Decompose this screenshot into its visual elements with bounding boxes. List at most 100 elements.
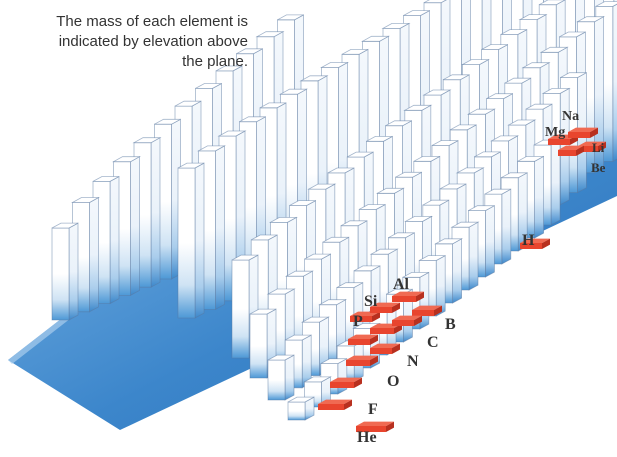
column-side-face: [150, 137, 161, 288]
column-top-face: [266, 288, 296, 295]
column-top-face: [450, 124, 477, 131]
column-top-face: [423, 0, 447, 4]
column-top-face: [517, 155, 544, 162]
highlighted-element-tile: [318, 399, 352, 410]
column-top-face: [319, 62, 350, 68]
column-top-face: [300, 316, 330, 323]
column-top-face: [353, 265, 381, 272]
tile-top-face: [392, 291, 424, 296]
column-top-face: [431, 140, 459, 146]
tile-front-face: [568, 132, 590, 138]
tile-side-face: [392, 343, 400, 354]
label-n: N: [407, 353, 419, 370]
column-top-face: [501, 172, 528, 179]
tile-side-face: [392, 302, 400, 313]
column-top-face: [267, 354, 295, 361]
tile-side-face: [434, 305, 442, 316]
column-top-face: [525, 103, 553, 110]
column-side-face: [501, 188, 512, 265]
column-front-face: [231, 259, 250, 359]
tile-top-face: [578, 141, 606, 146]
tile-side-face: [386, 421, 394, 432]
column-top-face: [215, 65, 243, 72]
column-top-face: [369, 248, 399, 255]
column-side-face: [468, 221, 479, 291]
column-top-face: [403, 104, 433, 111]
tile-side-face: [372, 311, 380, 322]
tile-front-face: [356, 426, 386, 432]
column-top-face: [360, 35, 391, 42]
tile-side-face: [344, 399, 352, 410]
column-side-face: [337, 358, 348, 395]
highlighted-element-tile: [392, 291, 424, 302]
tile-front-face: [370, 348, 392, 354]
element-column: [267, 354, 295, 401]
column-top-face: [318, 299, 348, 306]
tile-top-face: [318, 399, 352, 404]
column-top-face: [375, 187, 405, 194]
column-top-face: [381, 22, 411, 29]
column-top-face: [336, 282, 363, 289]
column-top-face: [402, 271, 429, 278]
highlighted-element-tile: [392, 315, 422, 326]
column-top-face: [466, 108, 496, 115]
column-top-face: [251, 234, 278, 241]
tile-top-face: [370, 302, 400, 307]
column-front-face: [267, 359, 286, 401]
column-top-face: [439, 183, 467, 190]
column-top-face: [539, 46, 569, 53]
column-top-face: [500, 29, 527, 35]
column-top-face: [287, 396, 315, 403]
column-top-face: [388, 232, 415, 239]
column-side-face: [534, 155, 544, 239]
tile-side-face: [542, 238, 550, 249]
column-top-face: [486, 93, 513, 99]
tile-side-face: [416, 291, 424, 302]
column-top-face: [278, 88, 309, 95]
column-side-face: [89, 196, 99, 313]
column-top-face: [302, 376, 332, 383]
highlighted-element-tile: [330, 377, 362, 388]
column-top-face: [504, 77, 531, 84]
tile-side-face: [370, 355, 378, 366]
column-top-face: [484, 188, 511, 195]
column-top-face: [341, 49, 369, 55]
label-li: Li: [592, 140, 605, 155]
tile-side-face: [354, 377, 362, 388]
column-top-face: [403, 10, 430, 16]
tile-side-face: [590, 127, 598, 138]
column-side-face: [194, 162, 205, 319]
column-top-face: [284, 270, 314, 277]
column-top-face: [541, 88, 571, 94]
column-top-face: [481, 44, 508, 50]
column-top-face: [419, 255, 446, 261]
column-top-face: [249, 308, 277, 315]
column-top-face: [51, 222, 79, 229]
element-columns: [51, 0, 617, 421]
column-top-face: [92, 176, 120, 182]
tile-front-face: [346, 360, 370, 366]
column-top-face: [217, 130, 247, 137]
element-labels: Na Mg Li Be H Al Si P B C N O F He: [353, 109, 606, 446]
highlighted-element-tile: [370, 302, 400, 313]
column-top-face: [395, 171, 422, 178]
tile-top-face: [356, 421, 394, 426]
label-na: Na: [562, 109, 579, 124]
column-top-face: [352, 323, 382, 329]
tile-front-face: [520, 243, 542, 249]
tile-side-face: [414, 315, 422, 326]
column-top-face: [195, 83, 222, 89]
tile-top-face: [412, 305, 442, 310]
column-top-face: [404, 215, 434, 222]
column-top-face: [320, 358, 347, 365]
column-top-face: [490, 135, 520, 142]
column-top-face: [422, 199, 449, 206]
highlighted-elements: [318, 127, 606, 432]
tile-top-face: [348, 334, 378, 339]
column-top-face: [327, 167, 355, 174]
element-column: [51, 222, 79, 321]
column-side-face: [612, 3, 617, 163]
column-top-face: [474, 151, 501, 158]
column-front-face: [249, 313, 268, 379]
